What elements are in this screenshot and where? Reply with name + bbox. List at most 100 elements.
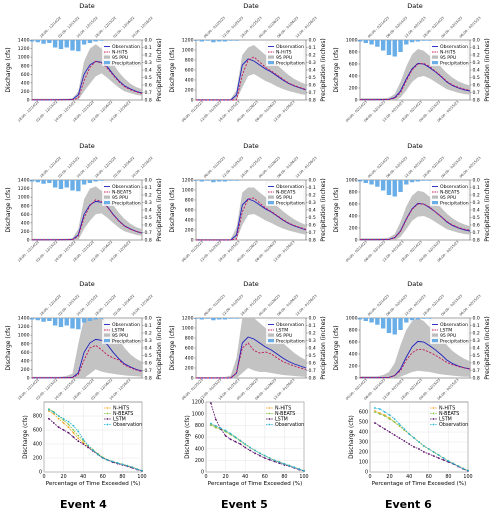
legend-marker — [106, 423, 109, 426]
y-axis-label: Discharge (cfs) — [333, 187, 340, 232]
y2-axis-label: Precipitation (inches) — [484, 178, 491, 241]
event-5-label: Event 5 — [221, 498, 268, 511]
legend-label: N-HiTS — [112, 50, 128, 56]
legend-swatch — [432, 61, 438, 65]
series-point — [437, 457, 440, 459]
legend-marker — [432, 418, 435, 420]
y2-tick-label: 0.2 — [473, 331, 480, 337]
y-tick-label: 800 — [349, 50, 358, 56]
series-line — [210, 403, 305, 472]
series-point — [413, 446, 415, 448]
series-line — [374, 407, 469, 471]
y-tick-label: 800 — [21, 63, 30, 69]
legend-swatch — [432, 339, 438, 343]
y-tick-label: 1000 — [182, 326, 194, 332]
series-point — [126, 464, 129, 467]
y-tick-label: 400 — [349, 74, 358, 80]
ppu-band — [196, 187, 306, 240]
precip-bar — [392, 318, 397, 335]
y-tick-label: 600 — [185, 68, 194, 74]
legend-swatch — [432, 195, 438, 199]
y2-tick-label: 0.2 — [309, 53, 316, 59]
series-point — [67, 420, 70, 423]
precip-bar — [398, 180, 403, 192]
legend-label: 95 PPU — [440, 195, 456, 201]
y2-tick-label: 0.4 — [473, 68, 480, 74]
y-tick-label: 400 — [21, 358, 30, 364]
y2-tick-label: 0.8 — [473, 376, 480, 382]
precip-bar — [52, 318, 58, 326]
series-point — [234, 440, 237, 443]
precip-bar — [87, 180, 93, 183]
series-point — [77, 440, 80, 443]
y-tick-label: 500 — [359, 420, 368, 426]
series-point — [442, 457, 445, 459]
series-point — [423, 451, 425, 453]
y2-axis-label: Precipitation (inches) — [156, 316, 163, 379]
y-tick-label: 400 — [21, 220, 30, 226]
precip-bar — [205, 180, 210, 181]
y-axis-label: Discharge (cfs) — [169, 187, 176, 232]
precip-bar — [404, 318, 409, 323]
y2-tick-label: 0.1 — [309, 45, 316, 51]
series-point — [378, 408, 381, 410]
precip-bar — [409, 40, 415, 43]
series-point — [52, 411, 55, 414]
legend-label: N-HiTS — [113, 406, 129, 412]
x-tick-label: 40 — [80, 474, 86, 480]
y2-tick-label: 0.1 — [309, 323, 316, 329]
precip-bar — [41, 180, 46, 184]
y2-tick-label: 0.6 — [473, 83, 480, 89]
legend-swatch — [104, 195, 110, 199]
precip-bar — [70, 318, 75, 329]
series-point — [254, 452, 256, 455]
precip-bar — [216, 180, 222, 182]
series-point — [214, 418, 217, 421]
legend-marker — [268, 418, 271, 420]
y2-tick-label: 0.4 — [473, 208, 480, 214]
y2-tick-label: 0.5 — [145, 75, 152, 81]
legend-label: LSTM — [275, 417, 288, 423]
x-tick-label: 20 — [223, 474, 229, 480]
x-tick-label: 60 — [100, 474, 106, 480]
legend-label: Precipitation — [112, 339, 141, 345]
legend-marker — [432, 423, 435, 426]
precip-bar — [357, 318, 363, 320]
legend-label: Precipitation — [276, 61, 305, 67]
series-point — [432, 451, 435, 453]
y-tick-label: 200 — [359, 450, 368, 456]
precip-bar — [363, 180, 368, 183]
precip-bar — [363, 40, 368, 43]
fdc-2: 0 20 40 60 80 100 0 100 200 300 400 500 600 Percentag… — [349, 401, 473, 487]
y-tick-label: 1200 — [182, 178, 194, 184]
precip-bar — [228, 40, 233, 41]
y2-tick-label: 0.2 — [309, 193, 316, 199]
y2-tick-label: 0.5 — [473, 215, 480, 221]
legend-label: N-BEATS — [112, 190, 132, 196]
legend-label: N-HiTS — [439, 406, 455, 412]
prediction-line — [32, 344, 143, 379]
y-axis-label: Discharge (cfs) — [169, 47, 176, 92]
precip-bar — [369, 40, 374, 45]
precip-bar — [64, 180, 69, 188]
series-point — [374, 422, 376, 424]
legend-label: 95 PPU — [112, 333, 128, 339]
y2-tick-label: 0.4 — [309, 68, 316, 74]
series-point — [293, 466, 296, 469]
y2-tick-label: 0.0 — [145, 38, 152, 44]
legend-swatch — [432, 55, 438, 59]
legend-marker — [106, 407, 109, 409]
y-tick-label: 400 — [33, 442, 42, 448]
y-tick-label: 1200 — [182, 38, 194, 44]
series-point — [57, 426, 60, 429]
y2-tick-label: 0.3 — [145, 60, 152, 66]
prediction-line — [360, 348, 471, 379]
series-point — [413, 437, 415, 439]
legend-label: Precipitation — [276, 201, 305, 207]
prediction-line — [196, 56, 307, 101]
x-axis-label: Date — [243, 280, 259, 288]
fdc-1: 0 20 40 60 80 100020040060080010001200Percent… — [185, 400, 309, 487]
